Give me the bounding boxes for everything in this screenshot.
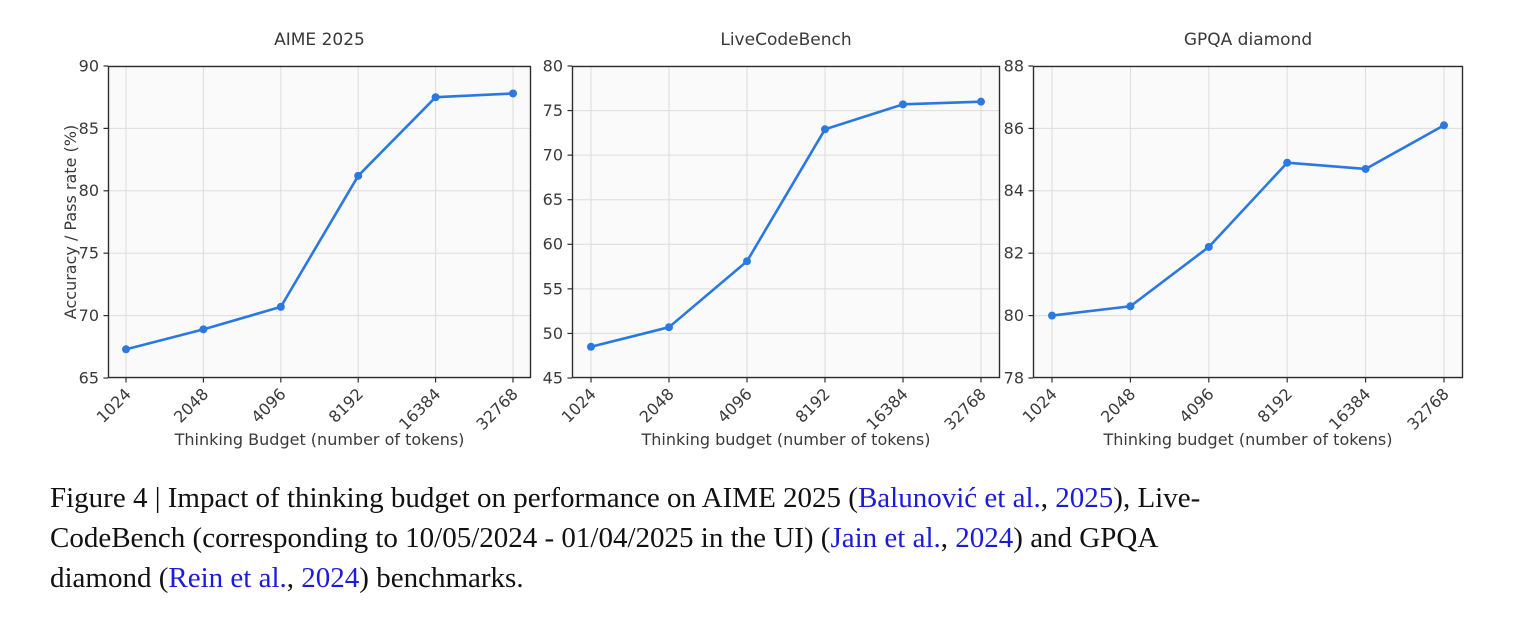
data-point [587, 342, 595, 351]
plot-area-livecodebench: 45 50 55 60 65 70 75 80 1024 2048 4096 8192 16384 327… [543, 56, 1001, 434]
plot-background [108, 66, 531, 378]
y-tick-label: 65 [79, 368, 99, 387]
y-tick-label: 80 [543, 56, 563, 75]
data-point [509, 89, 517, 98]
y-tick-label: 55 [543, 279, 563, 298]
chart-title: AIME 2025 [274, 30, 365, 50]
data-point [276, 302, 285, 311]
data-point [431, 93, 440, 102]
data-point [354, 171, 363, 180]
caption-text: CodeBench (corresponding to 10/05/2024 -… [50, 522, 831, 554]
y-axis-label: Accuracy / Pass rate (%) [61, 124, 80, 320]
citation-link[interactable]: Jain et al. [830, 522, 941, 554]
y-tick-label: 88 [1004, 56, 1024, 75]
y-tick-label: 70 [79, 306, 99, 325]
y-tick-label: 75 [79, 244, 99, 263]
citation-link[interactable]: 2025 [1055, 482, 1114, 514]
figure-caption: Figure 4 | Impact of thinking budget on … [50, 478, 1495, 598]
y-tick-label: 70 [543, 146, 563, 165]
citation-link[interactable]: 2024 [301, 562, 360, 594]
x-tick-label: 8192 [325, 384, 367, 426]
y-tick-label: 80 [1004, 306, 1024, 325]
charts-row: AIME 2025 Accuracy / Pass rate (%) 65 70 7… [61, 0, 1464, 458]
plot-border [107, 65, 532, 379]
data-line [589, 100, 983, 349]
x-tick-label: 4096 [247, 384, 289, 426]
x-tick-label: 4096 [714, 384, 756, 426]
y-tick-label: 84 [1004, 181, 1024, 200]
chart-aime-2025: AIME 2025 Accuracy / Pass rate (%) 65 70 7… [61, 0, 532, 458]
caption-text: ), Live- [1113, 482, 1201, 514]
data-point [899, 100, 907, 109]
x-tick-label: 16384 [862, 384, 911, 433]
data-point [1126, 302, 1135, 311]
y-tick-label: 82 [1004, 244, 1024, 263]
plot-border [571, 65, 1001, 379]
data-line [1050, 123, 1446, 317]
data-point [1361, 164, 1370, 173]
citation-link[interactable]: Rein et al. [168, 562, 287, 594]
x-tick-label: 1024 [558, 384, 600, 426]
data-point [122, 345, 130, 354]
x-tick-label: 1024 [93, 384, 135, 426]
plot-area-aime: 65 70 75 80 85 90 1024 2048 4096 8192 16384 32768 [79, 56, 532, 434]
x-tick-label: 2048 [170, 384, 212, 426]
y-tick-label: 60 [543, 235, 563, 254]
data-point [1440, 121, 1448, 130]
caption-text: diamond ( [50, 562, 169, 594]
y-tick-label: 78 [1004, 368, 1024, 387]
x-tick-label: 32768 [472, 384, 521, 433]
caption-line: diamond (Rein et al., 2024) benchmarks. [50, 558, 1495, 598]
data-point [977, 97, 985, 106]
x-tick-label: 32768 [1403, 384, 1452, 433]
caption-text: , [1040, 482, 1056, 514]
x-tick-label: 16384 [395, 384, 444, 433]
data-point [743, 257, 751, 266]
x-tick-label: 2048 [636, 384, 678, 426]
y-tick-label: 80 [79, 181, 99, 200]
data-point [1283, 158, 1292, 167]
x-tick-label: 2048 [1097, 384, 1139, 426]
x-tick-label: 16384 [1325, 384, 1374, 433]
x-tick-label: 8192 [792, 384, 834, 426]
y-tick-label: 65 [543, 190, 563, 209]
citation-link[interactable]: Balunović et al. [857, 482, 1041, 514]
y-tick-label: 86 [1004, 119, 1024, 138]
chart-gpqa-diamond: GPQA diamond 78 80 82 84 86 88 1024 2048 4096 819… [1004, 0, 1464, 458]
data-point [821, 125, 829, 134]
chart-title: GPQA diamond [1183, 30, 1313, 50]
caption-text: ) benchmarks. [359, 562, 524, 594]
plot-background [1033, 66, 1463, 378]
x-tick-label: 8192 [1254, 384, 1296, 426]
x-tick-label: 1024 [1019, 384, 1061, 426]
x-tick-label: 32768 [940, 384, 989, 433]
y-tick-label: 75 [543, 101, 563, 120]
data-point [1048, 311, 1056, 320]
caption-line: Figure 4 | Impact of thinking budget on … [50, 478, 1495, 518]
y-tick-label: 85 [79, 119, 99, 138]
x-axis-label: Thinking budget (number of tokens) [1103, 430, 1393, 449]
caption-text: , [940, 522, 956, 554]
x-axis-label: Thinking budget (number of tokens) [641, 430, 931, 449]
caption-line: CodeBench (corresponding to 10/05/2024 -… [50, 518, 1495, 558]
plot-area-gpqa: 78 80 82 84 86 88 1024 2048 4096 8192 16384 32768 [1004, 56, 1464, 434]
chart-title: LiveCodeBench [720, 30, 852, 50]
data-line [124, 92, 515, 351]
data-point [1204, 242, 1213, 251]
y-tick-label: 45 [543, 368, 563, 387]
data-point [199, 325, 208, 334]
plot-background [572, 66, 1000, 378]
chart-livecodebench: LiveCodeBench 45 50 55 60 65 70 75 80 1024 2048 40… [543, 0, 1001, 458]
plot-border [1032, 65, 1464, 379]
caption-text: Figure 4 | Impact of thinking budget on … [50, 482, 858, 514]
caption-text: ) and GPQA [1013, 522, 1159, 554]
citation-link[interactable]: 2024 [955, 522, 1014, 554]
caption-text: , [286, 562, 302, 594]
x-tick-label: 4096 [1175, 384, 1217, 426]
data-point [665, 323, 673, 332]
x-axis-label: Thinking Budget (number of tokens) [174, 430, 465, 449]
y-tick-label: 90 [79, 56, 99, 75]
y-tick-label: 50 [543, 324, 563, 343]
